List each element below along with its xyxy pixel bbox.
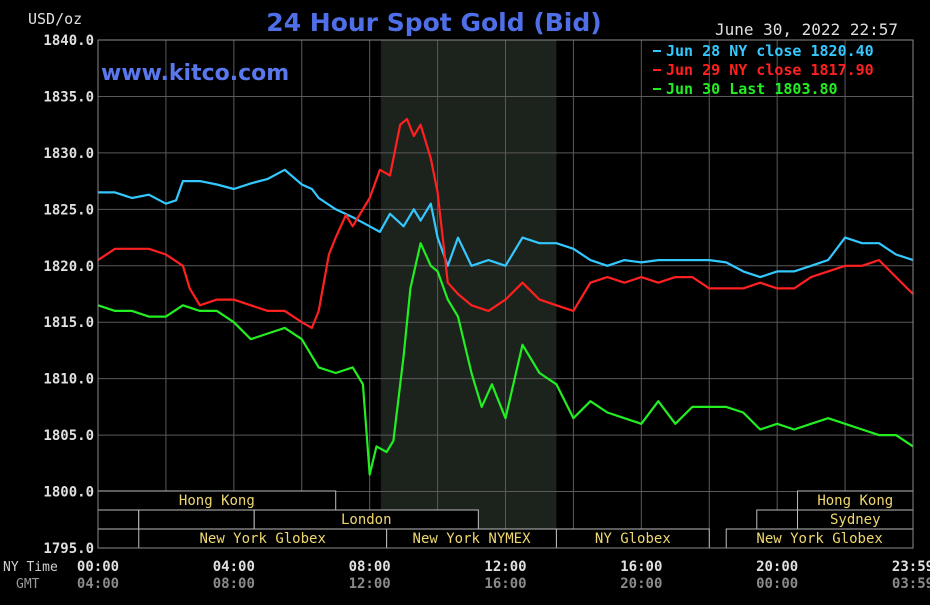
- timestamp: June 30, 2022 22:57: [715, 20, 898, 39]
- series-line-2: [97, 117, 914, 329]
- session-label: New York Globex: [199, 531, 325, 547]
- session-label: London: [341, 512, 392, 528]
- legend-entry: Jun 30 Last 1803.80: [666, 80, 838, 98]
- session-label: New York Globex: [756, 531, 882, 547]
- x-tick-label-ny: 04:00: [213, 559, 255, 575]
- x-tick-label-ny: 00:00: [77, 559, 119, 575]
- series-line-3: [97, 242, 914, 476]
- website-label: www.kitco.com: [101, 61, 289, 86]
- x-tick-label-ny: 08:00: [349, 559, 391, 575]
- gmt-row-label: GMT: [16, 577, 40, 592]
- y-tick-label: 1830.0: [43, 146, 94, 162]
- series-line-1: [98, 168, 914, 279]
- session-label: NY Globex: [595, 531, 671, 547]
- nymex-shaded-region: [380, 40, 557, 548]
- x-tick-label-ny: 23:59: [892, 559, 930, 575]
- session-label: Sydney: [830, 512, 881, 528]
- y-tick-label: 1825.0: [43, 202, 94, 218]
- y-tick-label: 1810.0: [43, 372, 94, 388]
- chart-title: 24 Hour Spot Gold (Bid): [266, 8, 601, 37]
- y-tick-labels: 1840.0 1835.0 1830.0 1825.0 1820.0 1815.0 1810…: [43, 33, 94, 557]
- x-tick-label-ny: 16:00: [620, 559, 662, 575]
- legend-entry: Jun 29 NY close 1817.90: [666, 61, 874, 79]
- y-tick-label: 1805.0: [43, 428, 94, 444]
- y-tick-label: 1815.0: [43, 315, 94, 331]
- x-tick-label-gmt: 04:00: [77, 576, 119, 592]
- ny-time-row-label: NY Time: [3, 560, 58, 575]
- x-tick-label-gmt: 12:00: [349, 576, 391, 592]
- session-box: [138, 509, 255, 530]
- y-tick-label: 1800.0: [43, 485, 94, 501]
- session-label: Hong Kong: [817, 493, 893, 509]
- session-label: Hong Kong: [179, 493, 255, 509]
- x-tick-label-gmt: 03:59: [892, 576, 930, 592]
- plot-frame: [97, 39, 914, 549]
- series-lines: [97, 117, 914, 476]
- legend-entry: Jun 28 NY close 1820.40: [666, 42, 874, 60]
- x-tick-label-gmt: 16:00: [484, 576, 526, 592]
- x-tick-label-gmt: 20:00: [620, 576, 662, 592]
- x-tick-label-gmt: 00:00: [756, 576, 798, 592]
- y-axis-label: USD/oz: [28, 10, 82, 28]
- y-tick-label: 1840.0: [43, 33, 94, 49]
- session-box: [756, 509, 799, 530]
- x-tick-labels: 00:0004:0004:0008:0008:0012:0012:0016:00…: [77, 559, 930, 592]
- session-box: [97, 509, 140, 530]
- y-tick-label: 1820.0: [43, 259, 94, 275]
- market-sessions: Hong Kong Hong Kong London Sydney New York G…: [97, 490, 914, 549]
- x-tick-label-gmt: 08:00: [213, 576, 255, 592]
- x-tick-label-ny: 20:00: [756, 559, 798, 575]
- session-label: New York NYMEX: [413, 531, 532, 547]
- y-tick-label: 1795.0: [43, 541, 94, 557]
- x-tick-label-ny: 12:00: [484, 559, 526, 575]
- grid-lines: [98, 39, 913, 549]
- y-tick-label: 1835.0: [43, 89, 94, 105]
